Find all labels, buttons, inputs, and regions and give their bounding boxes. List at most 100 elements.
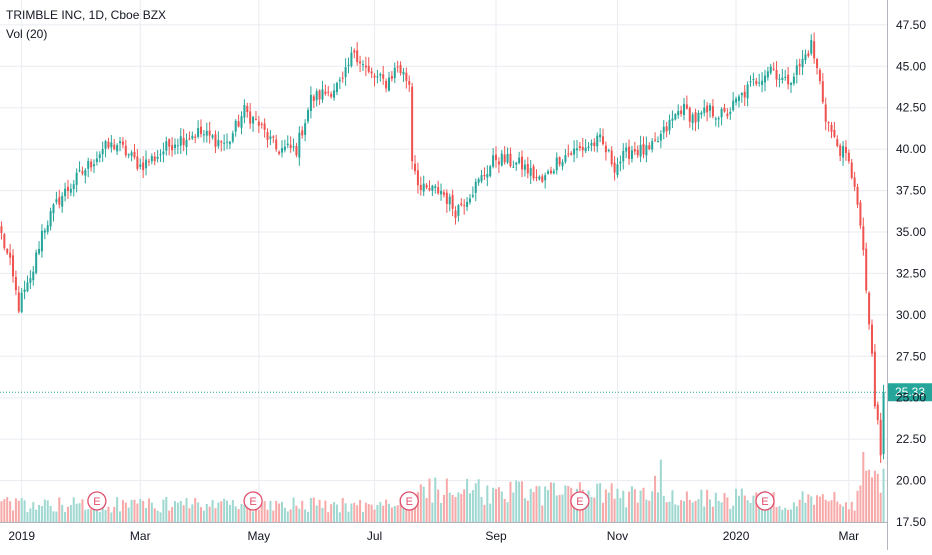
earnings-marker[interactable]: E — [399, 491, 419, 511]
earnings-marker[interactable]: E — [570, 491, 590, 511]
candle-body — [72, 184, 75, 189]
volume-bar — [587, 490, 590, 522]
candle-body — [578, 146, 581, 148]
candle-body — [711, 106, 714, 117]
earnings-marker-circle[interactable] — [243, 491, 263, 511]
earnings-marker-circle[interactable] — [570, 491, 590, 511]
volume-bar — [257, 509, 260, 522]
volume-bar — [396, 505, 399, 522]
candle-body — [92, 164, 96, 167]
candle-body — [613, 162, 616, 173]
earnings-marker-circle[interactable] — [87, 491, 107, 511]
candle-body — [515, 162, 518, 165]
earnings-marker[interactable]: E — [755, 491, 775, 511]
candle-body — [604, 145, 607, 153]
earnings-marker-circle[interactable] — [399, 491, 419, 511]
earnings-marker-label[interactable]: E — [93, 496, 100, 508]
volume-bar — [532, 492, 535, 522]
candle-body — [463, 205, 466, 207]
candle-body — [373, 75, 376, 78]
candle-body — [654, 139, 657, 141]
earnings-marker-label[interactable]: E — [761, 496, 768, 508]
volume-bar — [761, 508, 764, 522]
candle-body — [275, 139, 278, 150]
volume-bar — [816, 495, 819, 522]
volume-bar — [38, 504, 41, 522]
earnings-marker[interactable]: E — [87, 491, 107, 511]
volume-bar — [596, 483, 599, 522]
candle-body — [20, 292, 23, 312]
earnings-marker-label[interactable]: E — [576, 496, 583, 508]
candle-body — [737, 96, 740, 101]
candle-body — [836, 139, 839, 147]
volume-bar — [350, 503, 353, 522]
earnings-marker-label[interactable]: E — [249, 496, 256, 508]
candle-body — [518, 157, 521, 164]
candle-body — [772, 68, 775, 70]
volume-bar — [234, 506, 237, 522]
earnings-marker-label[interactable]: E — [406, 496, 413, 508]
volume-bar — [671, 490, 674, 522]
volume-indicator-label[interactable]: Vol (20) — [6, 27, 48, 41]
candle-body — [29, 278, 32, 283]
volume-bar — [758, 500, 761, 522]
candle-body — [628, 146, 631, 159]
candle-body — [856, 186, 859, 205]
candle-body — [344, 67, 347, 78]
candle-body — [110, 142, 113, 148]
volume-bar — [648, 500, 651, 522]
candle-body — [656, 141, 659, 143]
y-tick-label: 25.00 — [896, 391, 926, 405]
candle-body — [12, 255, 15, 277]
volume-bar — [836, 501, 839, 522]
volume-bar — [382, 505, 385, 522]
candle-body — [217, 139, 220, 147]
volume-bar — [460, 494, 463, 522]
candle-body — [69, 188, 72, 193]
volume-bar — [168, 510, 171, 522]
earnings-marker-circle[interactable] — [755, 491, 775, 511]
volume-bar — [865, 470, 868, 522]
volume-bar — [787, 509, 790, 522]
volume-bar — [240, 503, 243, 522]
candle-body — [382, 74, 385, 79]
candle-body — [416, 170, 419, 186]
candle-body — [862, 226, 865, 250]
volume-bar — [113, 506, 116, 522]
candle-body — [662, 126, 665, 133]
candle-body — [318, 90, 321, 100]
candle-body — [471, 194, 474, 197]
volume-bar — [29, 508, 32, 522]
volume-bar — [599, 483, 602, 522]
volume-bar — [333, 502, 336, 522]
volume-bar — [784, 507, 787, 522]
volume-bar — [226, 500, 229, 522]
candle-body — [500, 153, 503, 166]
volume-bar — [729, 508, 732, 522]
volume-bar — [497, 487, 500, 522]
y-tick-label: 32.50 — [896, 266, 926, 280]
volume-bar — [197, 502, 200, 522]
candle-body — [732, 100, 735, 111]
volume-bar — [341, 497, 344, 522]
candle-body — [84, 170, 87, 176]
volume-bar — [506, 502, 509, 522]
volume-bar — [720, 502, 723, 522]
earnings-marker[interactable]: E — [243, 491, 263, 511]
volume-bar — [466, 478, 469, 522]
volume-bar — [373, 509, 376, 522]
volume-bar — [625, 507, 628, 522]
volume-bar — [35, 509, 38, 522]
volume-bar — [515, 480, 518, 522]
candle-body — [127, 154, 130, 156]
volume-bar — [205, 503, 208, 522]
volume-bar — [364, 502, 367, 522]
volume-bar — [191, 504, 194, 522]
last-price-badge — [888, 383, 932, 402]
candle-body — [64, 188, 67, 197]
volume-bar — [414, 503, 417, 522]
candle-body — [703, 107, 706, 113]
candle-body — [868, 292, 871, 325]
